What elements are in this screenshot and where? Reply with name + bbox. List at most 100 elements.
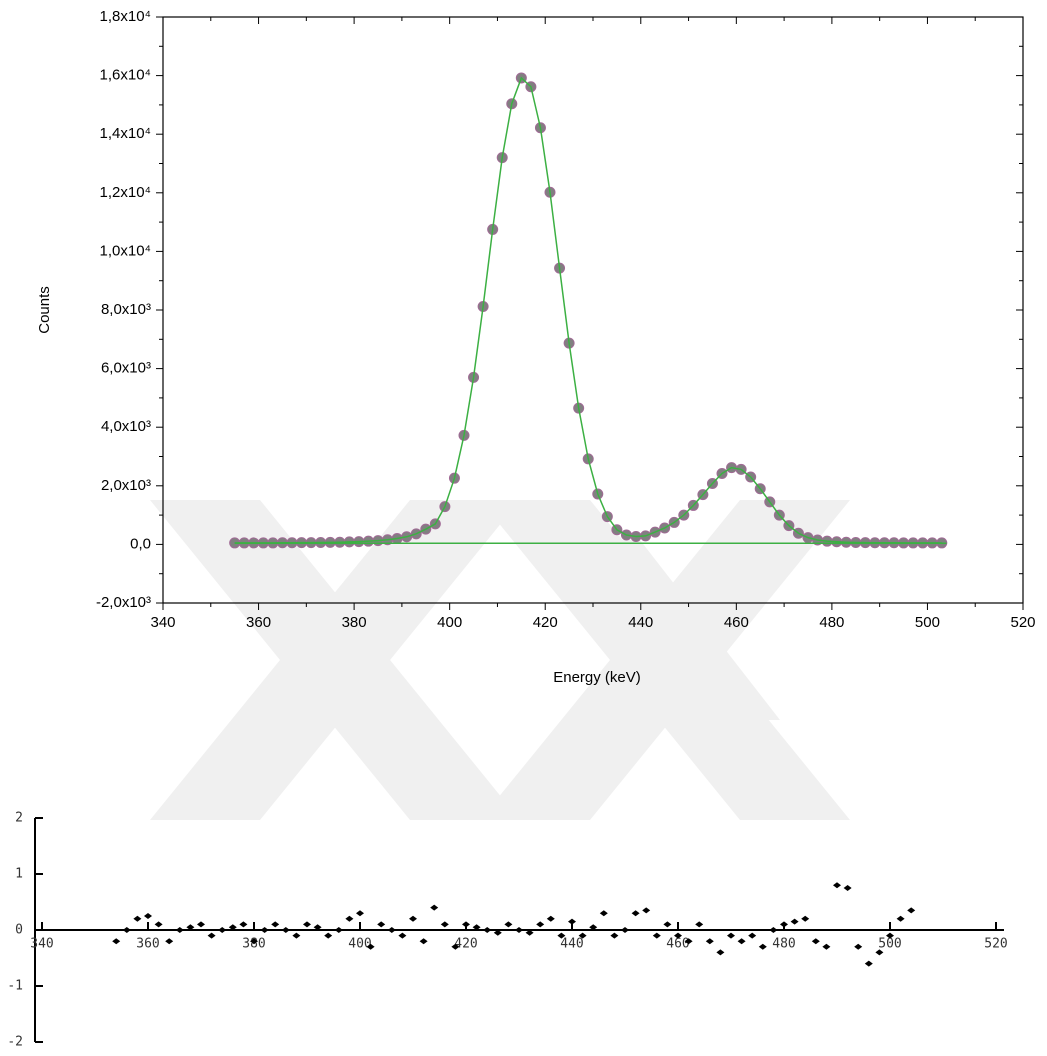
residual-point xyxy=(398,932,407,939)
residual-point xyxy=(599,910,608,917)
residual-point xyxy=(854,943,863,950)
residual-point xyxy=(864,960,873,967)
residual-point xyxy=(811,938,820,945)
residual-point xyxy=(631,910,640,917)
x-axis-title: Energy (keV) xyxy=(553,669,641,686)
y-tick-label: -2,0x10³ xyxy=(96,594,151,611)
residual-point xyxy=(674,932,682,939)
residual-point xyxy=(589,924,598,931)
x-tick-label: 340 xyxy=(30,937,53,952)
x-tick-label: 460 xyxy=(724,614,749,631)
residual-point xyxy=(663,921,672,928)
residual-point xyxy=(705,938,714,945)
main-chart: Energy (keV) Counts 340 360 380 400 420 440 46… xyxy=(36,8,1036,686)
y-tick-label: 8,0x10³ xyxy=(101,301,151,318)
residual-point xyxy=(154,921,163,928)
residual-point xyxy=(875,949,884,956)
y-tick-label: 1,0x10⁴ xyxy=(100,242,151,259)
residual-point xyxy=(387,927,396,933)
residual-point xyxy=(271,921,280,928)
residual-point xyxy=(324,932,333,939)
watermark xyxy=(150,500,850,820)
fit-line xyxy=(234,76,942,544)
residual-point xyxy=(122,927,131,933)
residual-chart: -2-1012340360380400420440460480500520 xyxy=(7,811,1007,1050)
x-tick-label: 400 xyxy=(348,937,371,952)
residual-point xyxy=(886,932,894,939)
residual-point xyxy=(557,932,566,939)
y-tick-label: 4,0x10³ xyxy=(101,418,151,435)
x-tick-label: 360 xyxy=(246,614,271,631)
watermark-shape xyxy=(150,500,520,820)
residual-point xyxy=(695,921,704,928)
residual-point xyxy=(133,915,142,922)
residual-point xyxy=(652,932,661,939)
residual-point xyxy=(610,932,619,939)
x-tick-label: 480 xyxy=(772,937,795,952)
residual-point xyxy=(642,907,651,914)
y-tick-label: 0,0 xyxy=(130,535,151,552)
residual-point xyxy=(758,943,767,950)
residual-point xyxy=(239,921,248,928)
residual-point xyxy=(780,921,788,928)
residual-point xyxy=(525,929,534,936)
x-tick-label: 420 xyxy=(533,614,558,631)
x-tick-label: 380 xyxy=(342,614,367,631)
residual-point xyxy=(197,921,205,928)
residual-point xyxy=(907,907,916,914)
residual-point xyxy=(409,915,417,922)
residual-point xyxy=(313,924,322,931)
y-tick-label: 1,2x10⁴ xyxy=(100,184,151,201)
residual-point xyxy=(716,949,725,956)
residual-point xyxy=(546,915,555,922)
residual-point xyxy=(451,943,460,950)
residual-point xyxy=(833,882,841,889)
residual-point xyxy=(186,924,195,931)
residual-point xyxy=(578,932,587,939)
residual-point xyxy=(822,943,831,950)
residual-point xyxy=(748,932,757,939)
residual-point xyxy=(356,910,364,917)
residual-point xyxy=(112,938,121,945)
residual-point xyxy=(292,932,301,939)
residual-point xyxy=(472,924,481,931)
residual-point xyxy=(250,938,258,945)
residual-point xyxy=(228,924,237,931)
y-tick-label: -1 xyxy=(7,979,23,994)
residual-point xyxy=(621,927,629,933)
residual-point xyxy=(727,932,735,939)
y-tick-label: 2,0x10³ xyxy=(101,477,151,494)
y-tick-label: 1,8x10⁴ xyxy=(100,8,151,25)
residual-point xyxy=(144,913,152,919)
residual-point xyxy=(377,921,386,928)
residual-point xyxy=(801,915,810,922)
residual-point xyxy=(165,938,174,945)
residual-point xyxy=(260,927,269,933)
x-tick-label: 340 xyxy=(150,614,175,631)
residual-point xyxy=(334,927,343,933)
x-tick-label: 460 xyxy=(666,937,689,952)
x-tick-label: 420 xyxy=(454,937,477,952)
x-tick-label: 400 xyxy=(437,614,462,631)
y-axis-title: Counts xyxy=(36,286,53,334)
x-tick-label: 360 xyxy=(136,937,159,952)
residual-point xyxy=(303,921,311,928)
residual-point xyxy=(515,927,523,933)
residual-point xyxy=(843,885,852,891)
y-tick-label: 6,0x10³ xyxy=(101,360,151,377)
residual-point xyxy=(345,915,354,922)
residual-point xyxy=(536,921,545,928)
residual-point xyxy=(493,929,502,936)
y-tick-label: 1,4x10⁴ xyxy=(100,125,151,142)
residual-point xyxy=(430,904,439,911)
x-tick-label: 500 xyxy=(878,937,901,952)
residual-point xyxy=(281,927,290,933)
residual-point xyxy=(483,927,492,933)
residual-point xyxy=(568,918,576,925)
watermark-shape xyxy=(560,540,780,720)
y-tick-label: 1 xyxy=(15,867,23,882)
y-tick-label: 2 xyxy=(15,811,23,826)
residual-point xyxy=(790,918,799,925)
